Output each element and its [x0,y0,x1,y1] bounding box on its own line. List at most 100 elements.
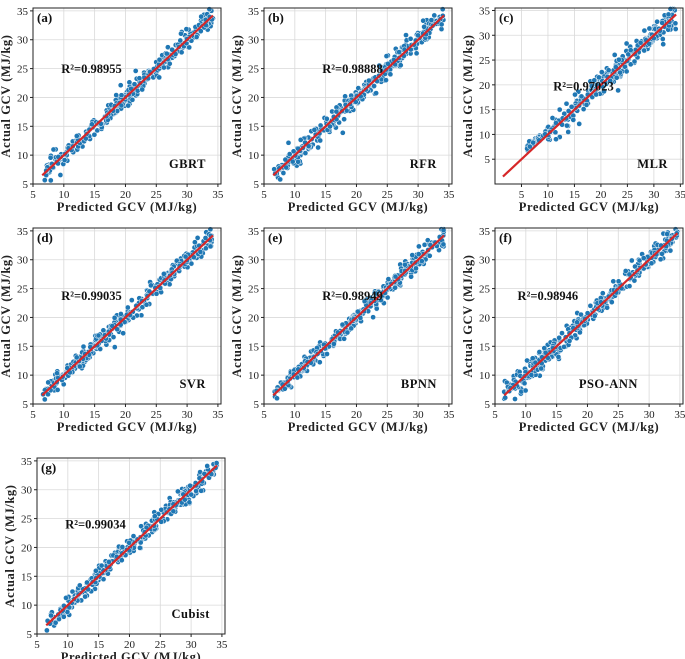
data-point [421,23,427,30]
data-point [607,77,614,84]
x-axis-label: Predicted GCV (MJ/kg) [61,650,202,659]
data-point [131,81,138,88]
y-tick-label: 25 [17,284,29,296]
data-point [373,290,380,297]
data-point [528,372,535,378]
data-point [428,17,435,23]
data-point [110,334,117,340]
data-point [60,613,67,620]
data-point [63,595,69,601]
data-point [129,96,136,103]
data-point [659,36,666,42]
plot-frame [494,7,684,185]
y-tick-label: 35 [21,456,33,468]
data-point [50,146,57,153]
data-point [323,115,330,122]
data-point [45,379,52,386]
data-point [357,315,364,321]
data-point [640,255,647,261]
y-tick-label: 30 [479,255,491,267]
data-point [370,314,376,321]
x-tick-label: 10 [289,409,301,421]
x-tick-label: 35 [212,189,224,201]
data-point [637,39,644,46]
data-point [126,79,133,86]
x-tick-label: 15 [320,189,332,201]
data-point [114,326,121,333]
data-point [290,148,297,155]
data-point [175,488,181,495]
data-point [317,122,324,129]
data-point [117,82,124,89]
data-point [403,32,409,38]
data-point [119,544,126,550]
data-point [385,60,391,67]
data-point [416,243,422,250]
data-point [641,27,648,34]
data-point [413,265,419,272]
data-point [54,370,60,377]
y-tick-label: 25 [21,514,33,526]
y-tick-label: 20 [479,312,491,324]
data-point [354,308,361,315]
x-tick-label: 25 [155,639,167,651]
data-point [183,26,190,32]
data-point [342,93,348,100]
panel-c: 5 10 15 20 25 30 35 5 10 15 20 25 30 35 Predicted GCV … [461,5,685,214]
x-tick-label: 15 [551,409,563,421]
data-point [397,62,404,69]
data-point [339,129,346,136]
data-point [413,50,420,57]
data-point [89,121,95,128]
data-point [613,74,620,81]
x-tick-label: 20 [595,189,607,201]
data-point [591,77,598,84]
fit-line [41,234,214,397]
y-tick-label: 10 [479,370,491,382]
data-point [366,77,372,84]
y-tick-label: 10 [248,150,260,162]
data-point [392,284,398,291]
data-point [623,68,630,75]
plot-frame [32,7,222,185]
data-point [106,559,112,565]
x-tick-label: 35 [675,189,685,201]
panel-d: 5 10 15 20 25 30 35 5 10 15 20 25 30 35 Predicted GCV … [0,226,224,434]
panel-f: 5 10 15 20 25 30 35 5 10 15 20 25 30 35 Predicted GCV … [461,226,685,434]
x-tick-label: 35 [443,409,455,421]
y-tick-label: 30 [21,485,33,497]
data-point [82,593,88,600]
x-tick-label: 5 [492,409,498,421]
panel-label: (f) [499,230,512,245]
data-point [98,562,105,569]
data-point [153,290,160,297]
data-point [333,108,340,115]
data-point [667,6,674,12]
y-tick-label: 5 [485,154,491,166]
x-tick-label: 10 [58,409,70,421]
data-point [197,249,204,255]
data-point [512,396,518,402]
data-point [610,278,617,285]
x-tick-label: 10 [289,189,301,201]
x-axis-label: Predicted GCV (MJ/kg) [57,200,198,214]
y-tick-label: 15 [17,341,29,353]
data-point [616,56,622,63]
data-point [206,6,213,13]
data-point [654,18,660,25]
fit-line [41,14,214,177]
x-tick-label: 20 [351,409,363,421]
data-point [295,158,301,165]
data-point [111,344,118,350]
data-point [588,83,595,89]
y-tick-label: 5 [485,399,491,411]
x-tick-label: 5 [519,189,525,201]
data-point [385,276,392,282]
data-point [665,11,672,18]
model-label: GBRT [169,157,206,171]
x-tick-label: 15 [93,639,105,651]
y-tick-label: 15 [21,571,33,583]
data-point [143,301,150,308]
data-point [521,380,528,387]
x-tick-label: 10 [520,409,532,421]
